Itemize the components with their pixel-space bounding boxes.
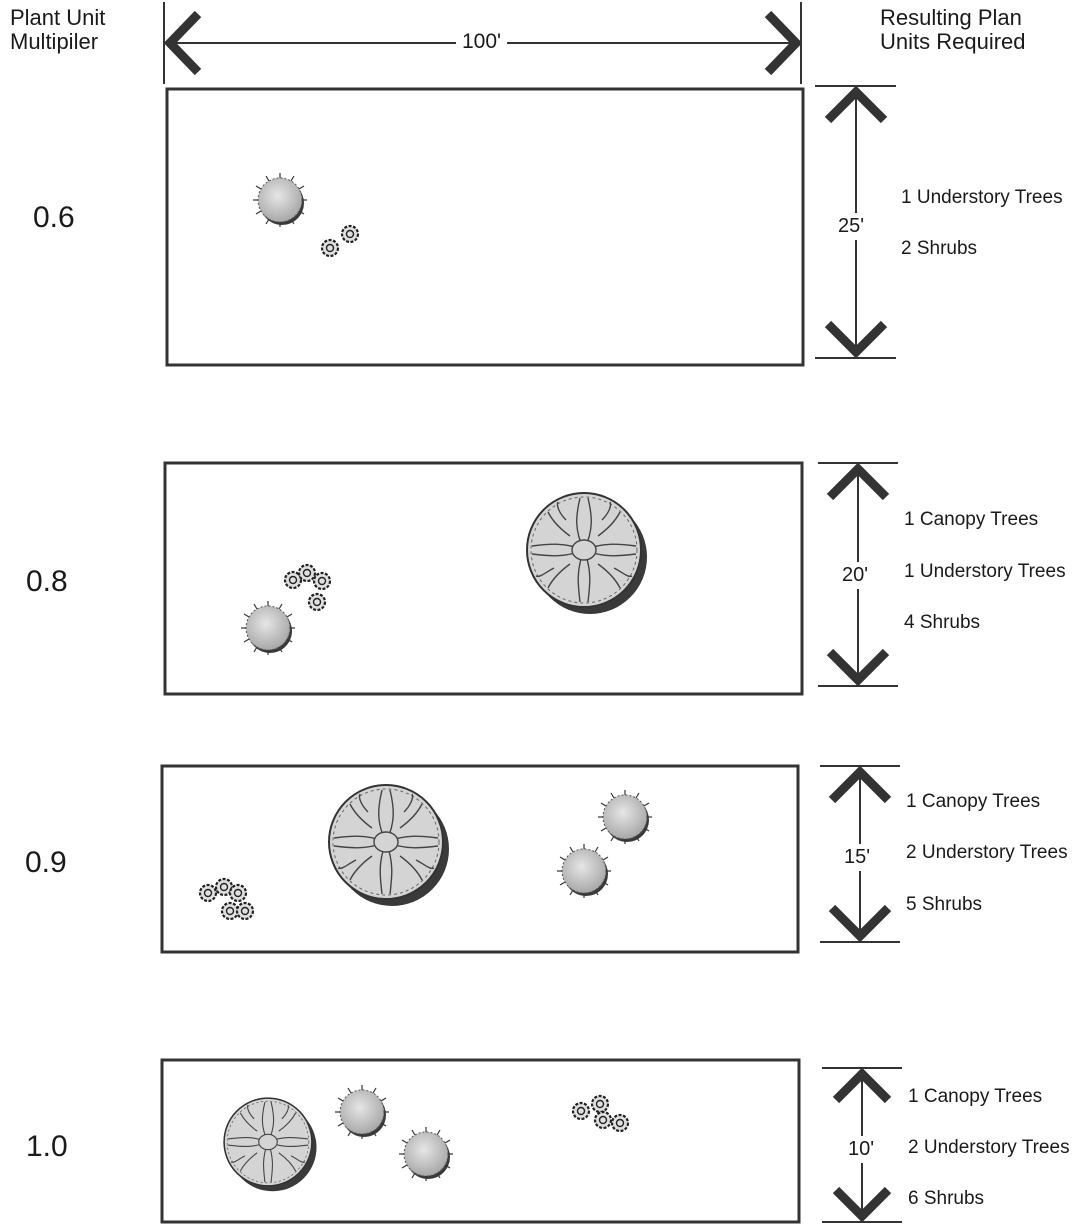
multiplier-header-line2: Multipiler <box>10 29 99 54</box>
depth-label: 10' <box>848 1136 875 1163</box>
multiplier-value: 0.6 <box>33 201 75 234</box>
understory-tree-icon <box>252 172 308 228</box>
result-item: 2 Understory Trees <box>908 1137 1070 1158</box>
canopy-tree-icon <box>223 1097 318 1193</box>
understory-tree-icon <box>597 789 653 845</box>
understory-tree-icon <box>240 600 296 656</box>
shrub-icon <box>590 1094 610 1114</box>
depth-dimension-10 <box>822 1067 902 1223</box>
result-item: 4 Shrubs <box>904 612 981 633</box>
result-item: 1 Canopy Trees <box>908 1086 1043 1107</box>
result-item: 1 Canopy Trees <box>904 509 1039 530</box>
depth-label: 15' <box>844 844 871 871</box>
buffer-yard-plan-1-0 <box>160 1058 801 1224</box>
results-header-line1: Resulting Plan <box>880 5 1022 30</box>
shrub-icon <box>198 883 218 903</box>
canopy-tree-icon <box>328 784 450 907</box>
buffer-yard-plan-0-6 <box>165 87 805 367</box>
results-column-header: Resulting Plan Units Required <box>880 6 1026 54</box>
result-item: 1 Understory Trees <box>904 561 1066 582</box>
canopy-tree-icon <box>526 492 648 615</box>
depth-label: 20' <box>842 562 869 589</box>
buffer-yard-plan-0-8 <box>163 461 804 696</box>
shrub-icon <box>571 1101 591 1121</box>
result-item: 6 Shrubs <box>908 1188 985 1209</box>
shrub-icon <box>235 901 255 921</box>
understory-tree-icon <box>334 1084 390 1140</box>
multiplier-value: 0.8 <box>26 565 68 598</box>
understory-tree-icon <box>556 843 612 899</box>
multiplier-header-line1: Plant Unit <box>10 5 106 30</box>
shrub-icon <box>312 571 332 591</box>
result-item: 2 Understory Trees <box>906 842 1068 863</box>
result-item: 1 Canopy Trees <box>906 791 1041 812</box>
multiplier-column-header: Plant Unit Multipiler <box>10 6 105 54</box>
shrub-icon <box>610 1113 630 1133</box>
multiplier-value: 0.9 <box>25 846 67 879</box>
shrub-icon <box>307 592 327 612</box>
shrub-icon <box>220 901 240 921</box>
shrub-icon <box>340 224 360 244</box>
result-item: 5 Shrubs <box>906 894 983 915</box>
shrub-icon <box>297 563 317 583</box>
shrub-icon <box>593 1110 613 1130</box>
shrub-icon <box>320 238 340 258</box>
depth-label: 25' <box>838 213 865 240</box>
result-item: 1 Understory Trees <box>901 187 1063 208</box>
understory-tree-icon <box>398 1126 454 1182</box>
buffer-yard-plan-0-9 <box>160 764 800 954</box>
result-item: 2 Shrubs <box>901 238 978 259</box>
shrub-icon <box>228 883 248 903</box>
results-header-line2: Units Required <box>880 29 1026 54</box>
multiplier-value: 1.0 <box>26 1130 68 1163</box>
width-dimension-label: 100' <box>456 30 508 54</box>
